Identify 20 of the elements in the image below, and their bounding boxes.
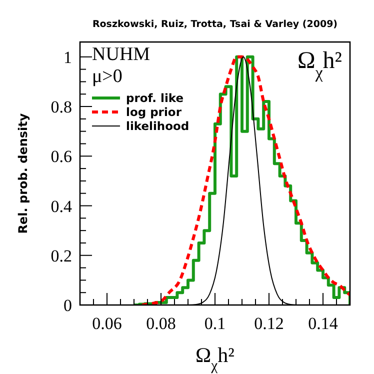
annotation: Ω$_{χ}$h² [298,48,342,82]
annotation: NUHM [92,44,150,65]
y-tick-label: 0 [64,296,72,315]
x-tick-label: 0.06 [92,314,122,333]
y-tick-label: 0.4 [50,196,72,216]
x-tick-label: 0.14 [308,314,338,333]
x-tick-label: 0.12 [254,314,284,333]
legend-label: prof. like [126,91,184,105]
y-tick-label: 1 [64,48,72,67]
y-tick-label: 0.6 [50,147,72,166]
x-tick-label: 0.1 [204,314,226,333]
annotation: μ>0 [92,66,122,87]
x-tick-label: 0.08 [146,314,176,333]
y-tick-label: 0.2 [50,246,72,266]
y-axis-title: Rel. prob. density [16,113,30,234]
legend-label: likelihood [126,119,190,133]
legend-label: log prior [126,105,182,119]
x-axis-title: Ω$_{χ}$h² [196,343,234,374]
chart-title: Roszkowski, Ruiz, Trotta, Tsai & Varley (2009) [92,19,338,30]
y-tick-label: 0.8 [50,98,72,117]
